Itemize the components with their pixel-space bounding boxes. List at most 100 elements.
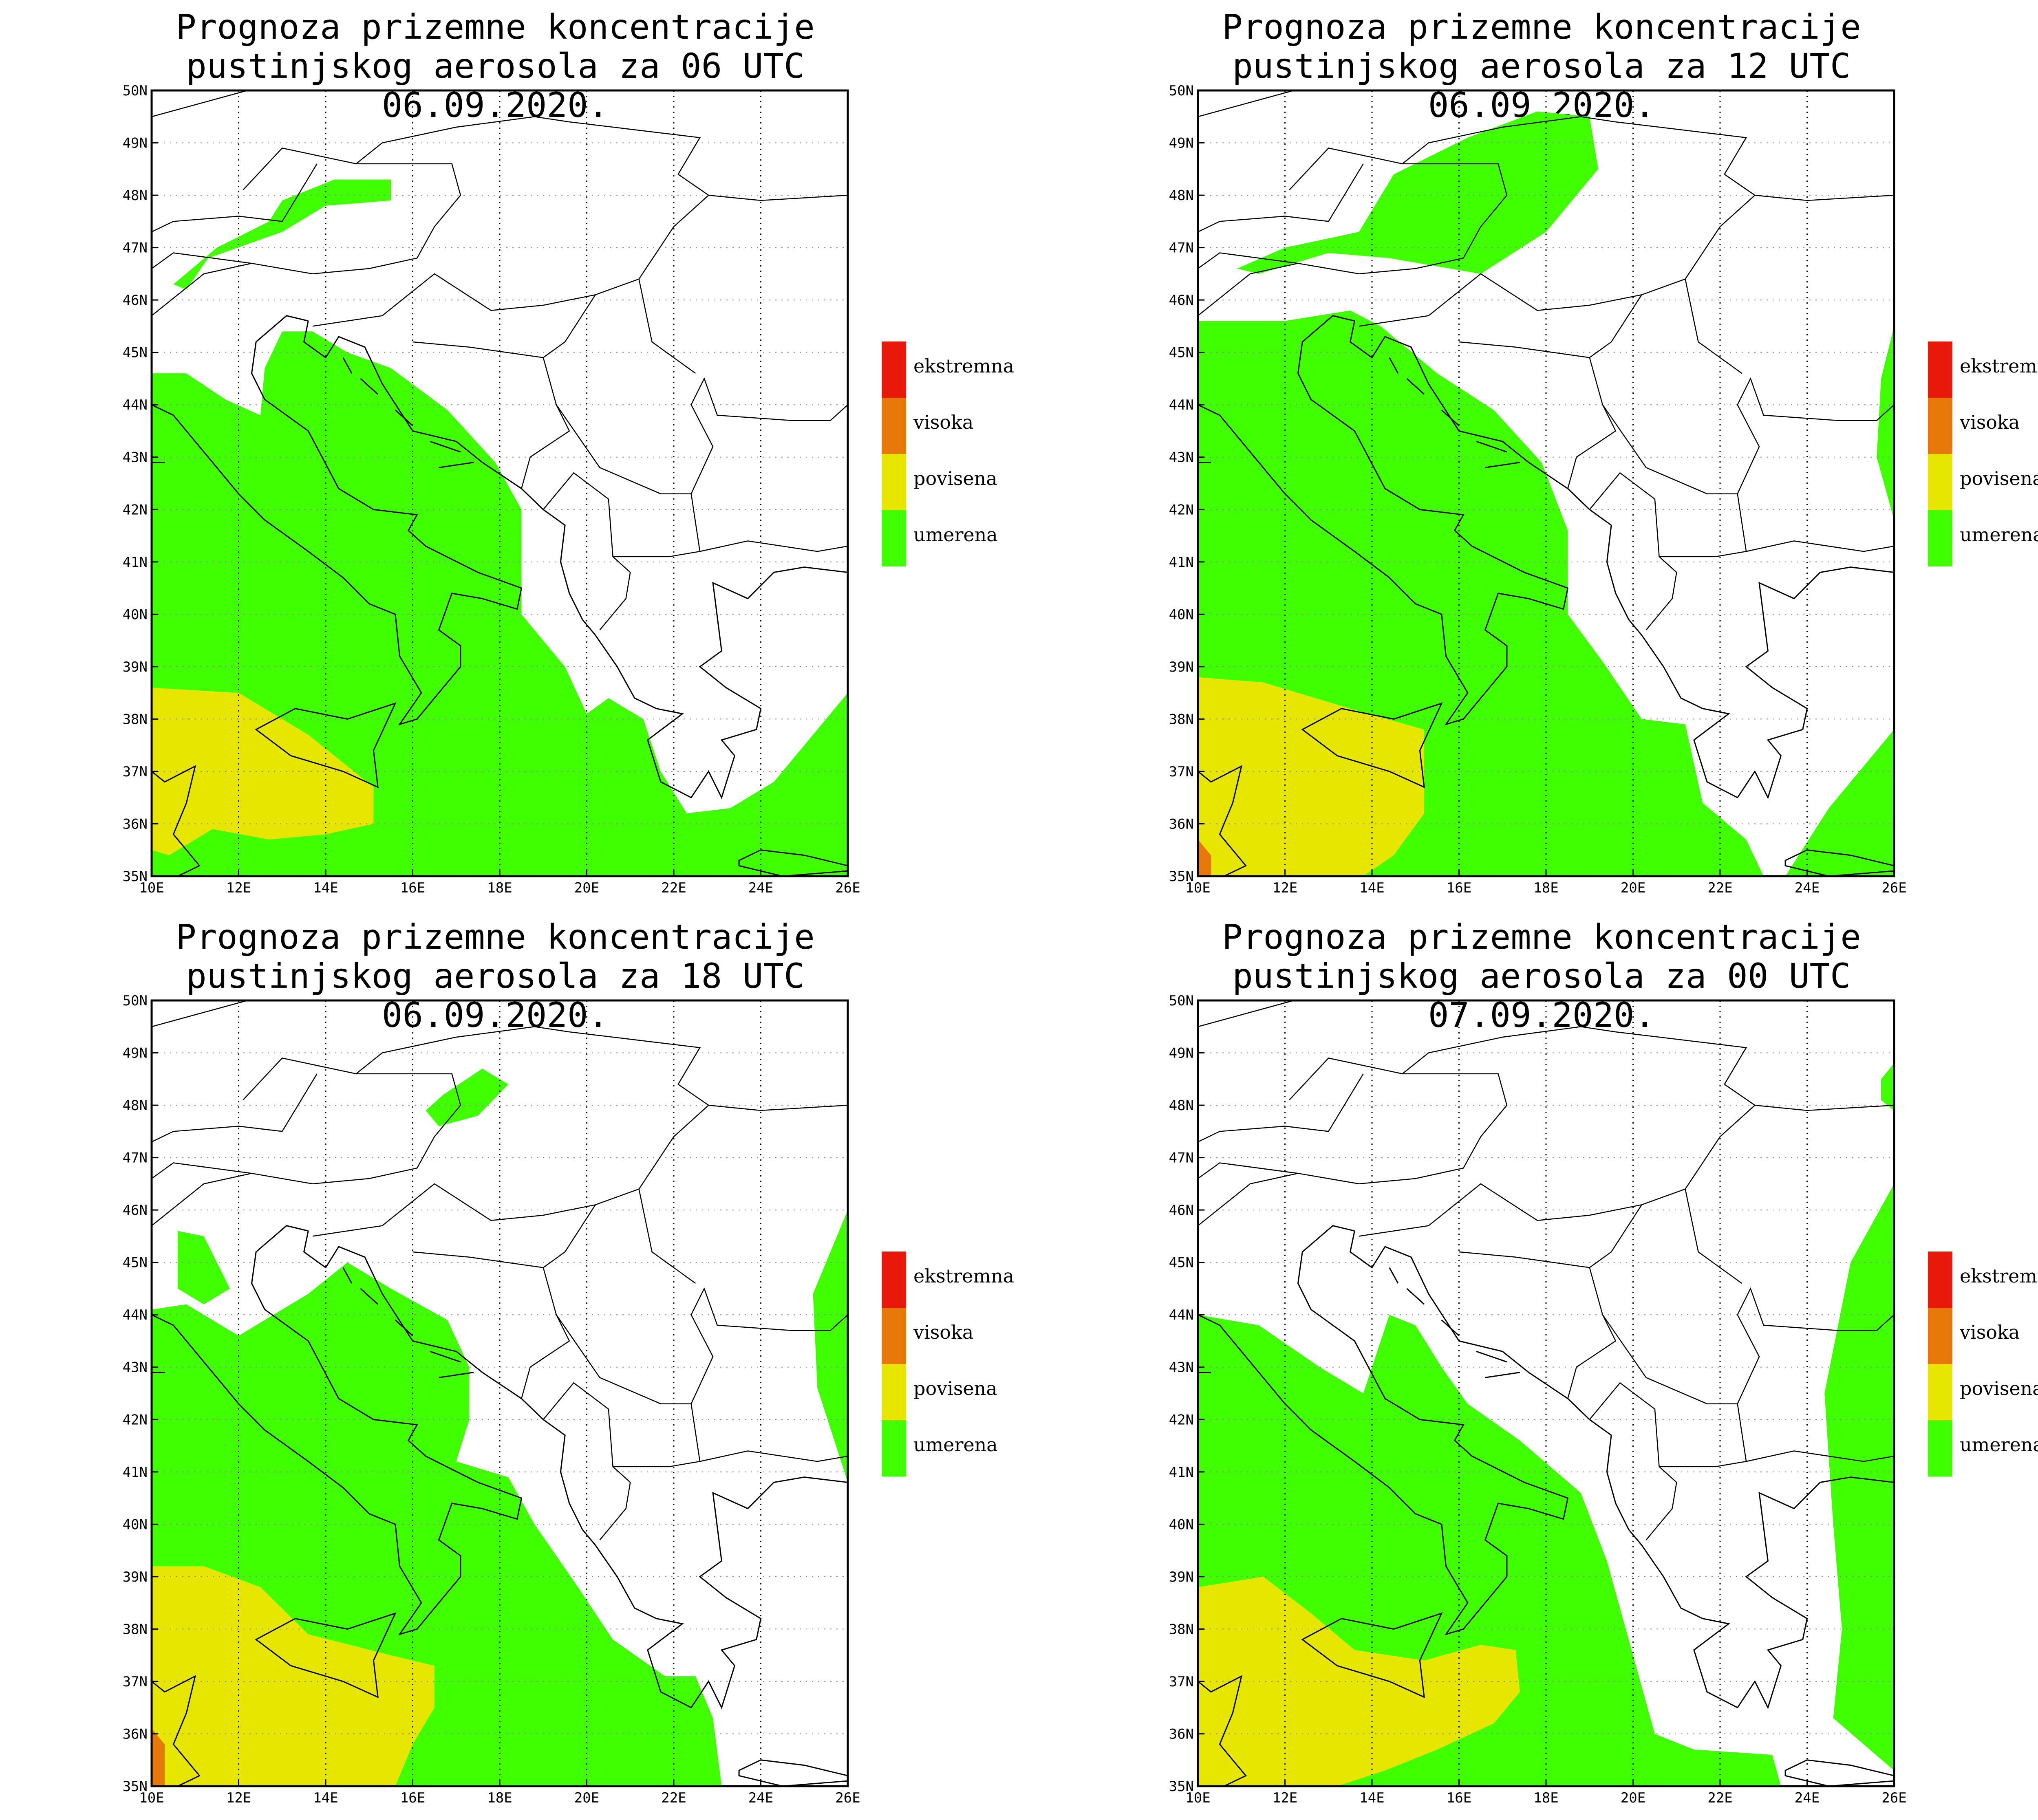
country-border [152,90,248,117]
legend-label: ekstremna [913,1265,1014,1287]
forecast-panel: Prognoza prizemne koncentracije pustinjsk… [1046,910,2038,1820]
country-border [1402,116,1747,175]
country-border [152,163,318,233]
lon-tick-label: 16E [1447,880,1471,896]
island-outline [1441,1319,1460,1336]
forecast-panel: Prognoza prizemne koncentracije pustinjsk… [0,0,1046,910]
country-border [1198,1000,1294,1027]
title-line-2: pustinjskog aerosola za 00 UTC 07.09.202… [1232,956,1851,1035]
island-outline [255,702,397,788]
lat-tick-label: 48N [1169,187,1194,204]
lat-tick-label: 48N [123,1097,148,1114]
lat-tick-label: 47N [123,1150,148,1166]
country-border [1685,279,1742,374]
lat-tick-label: 43N [1169,1359,1194,1376]
lat-tick-label: 45N [1169,345,1194,361]
country-border [1755,1104,1894,1111]
island-outline [1389,357,1399,374]
lat-tick-label: 35N [1169,1778,1194,1795]
lon-tick-label: 24E [748,880,773,896]
lon-tick-label: 26E [1881,880,1906,896]
country-border [1602,404,1747,557]
title-line-1: Prognoza prizemne koncentracije [176,7,815,47]
country-border [152,1172,252,1226]
legend-label: umerena [1960,1434,2038,1456]
country-border [708,194,848,201]
lon-tick-label: 22E [661,1790,686,1806]
lat-tick-label: 39N [123,659,148,675]
lon-tick-label: 14E [1359,880,1384,896]
country-border [708,1104,848,1111]
lat-tick-label: 49N [123,1045,148,1062]
lon-tick-label: 24E [748,1790,773,1806]
legend-label: povisena [1960,467,2038,489]
lat-tick-label: 39N [123,1569,148,1585]
lon-tick-label: 24E [1795,880,1820,896]
lat-tick-label: 49N [123,135,148,152]
lat-tick-label: 39N [1169,659,1194,675]
legend-swatch [882,1308,906,1364]
country-border [1198,163,1364,233]
lat-tick-label: 43N [123,1359,148,1376]
area-umerena [1877,326,1894,520]
title-line-2: pustinjskog aerosola za 12 UTC 06.09.202… [1232,46,1851,125]
forecast-panel: Prognoza prizemne koncentracije pustinjsk… [1046,0,2038,910]
country-border [638,279,696,374]
country-border [1746,1450,1894,1462]
country-border [152,262,252,316]
lat-tick-label: 36N [123,1726,148,1742]
lat-tick-label: 36N [1169,816,1194,832]
legend-swatch [1928,342,1952,398]
lat-tick-label: 43N [123,449,148,466]
lon-tick-label: 18E [1533,880,1558,896]
country-border [1402,1026,1747,1085]
legend-swatch [1928,1252,1952,1308]
country-border [1198,1073,1364,1143]
legend-swatch [882,342,906,398]
country-border [1198,1172,1298,1226]
lat-tick-label: 50N [123,993,148,1009]
lat-tick-label: 42N [1169,1412,1194,1428]
legend-swatch [882,1364,906,1420]
legend-swatch [882,1420,906,1476]
country-border [1198,262,1298,316]
island-outline [395,1319,413,1336]
lat-tick-label: 40N [123,606,148,623]
legend-label: ekstremna [1960,355,2038,377]
lat-tick-label: 37N [1169,764,1194,780]
forecast-map: 50N 49N 48N 47N 46N 45N 44N 43N 42N 41N 40N 39N 38N 3… [1169,83,2038,896]
coastline [1198,1675,1247,1786]
coastline [1349,321,1894,800]
lat-tick-label: 48N [1169,1097,1194,1114]
country-border [556,1314,701,1467]
country-border [355,116,701,175]
country-border [312,1084,710,1237]
country-border [152,1000,248,1027]
country-border [412,1251,570,1399]
lat-tick-label: 37N [123,1674,148,1690]
lat-tick-label: 35N [123,868,148,885]
country-border [1459,1251,1617,1399]
lon-tick-label: 10E [139,880,164,896]
lon-tick-label: 16E [1447,1790,1471,1806]
lat-tick-label: 36N [1169,1726,1194,1742]
island-outline [1784,1759,1894,1786]
area-umerena [173,179,391,290]
lon-tick-label: 24E [1795,1790,1820,1806]
country-border [543,294,596,358]
lon-tick-label: 22E [661,880,686,896]
title-line-1: Prognoza prizemne koncentracije [1222,7,1861,47]
country-border [690,1287,848,1404]
lat-tick-label: 44N [1169,397,1194,413]
legend-swatch [882,1252,906,1308]
lon-tick-label: 12E [1273,880,1297,896]
lon-tick-label: 26E [1881,1790,1906,1806]
legend-swatch [1928,1364,1952,1420]
area-povisena [152,1566,435,1786]
country-border [312,174,710,327]
coastline [303,321,848,800]
lon-tick-label: 26E [835,1790,860,1806]
island-outline [1389,1267,1399,1284]
legend-swatch [1928,1308,1952,1364]
legend-label: povisena [913,467,997,489]
